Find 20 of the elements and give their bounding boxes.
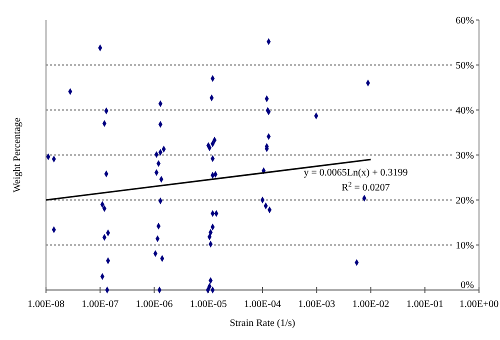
y-axis-title: Weight Percentage [12,116,23,192]
x-tick-label: 1.00E-06 [136,299,173,310]
y-tick-label: 20% [456,196,474,206]
x-tick-label: 1.00E-07 [82,299,119,310]
x-tick-label: 1.00E-03 [298,299,336,310]
y-tick-label: 10% [456,240,474,252]
x-tick-label: 1.00E-04 [244,299,281,310]
y-tick-label: 50% [456,60,474,72]
x-tick-label: 1.00E-05 [190,299,227,310]
x-tick-label: 1.00E-01 [406,299,444,310]
y-tick-label: 30% [456,150,474,162]
annotation: R$^{2}$ = 0.0207 [342,180,390,194]
y-tick-label: 60% [456,16,474,26]
annotation: y = 0.0065Ln(x) + 0.3199 [304,168,408,178]
x-tick-label: 1.00E-08 [28,299,64,310]
y-tick-label: 40% [456,106,474,116]
x-axis-title: Strain Rate (1/s) [230,318,296,329]
x-tick-label: 1.00E-02 [352,299,390,310]
y-tick-label: 0% [460,280,474,291]
x-tick-label: 1.00E+00 [459,299,499,310]
